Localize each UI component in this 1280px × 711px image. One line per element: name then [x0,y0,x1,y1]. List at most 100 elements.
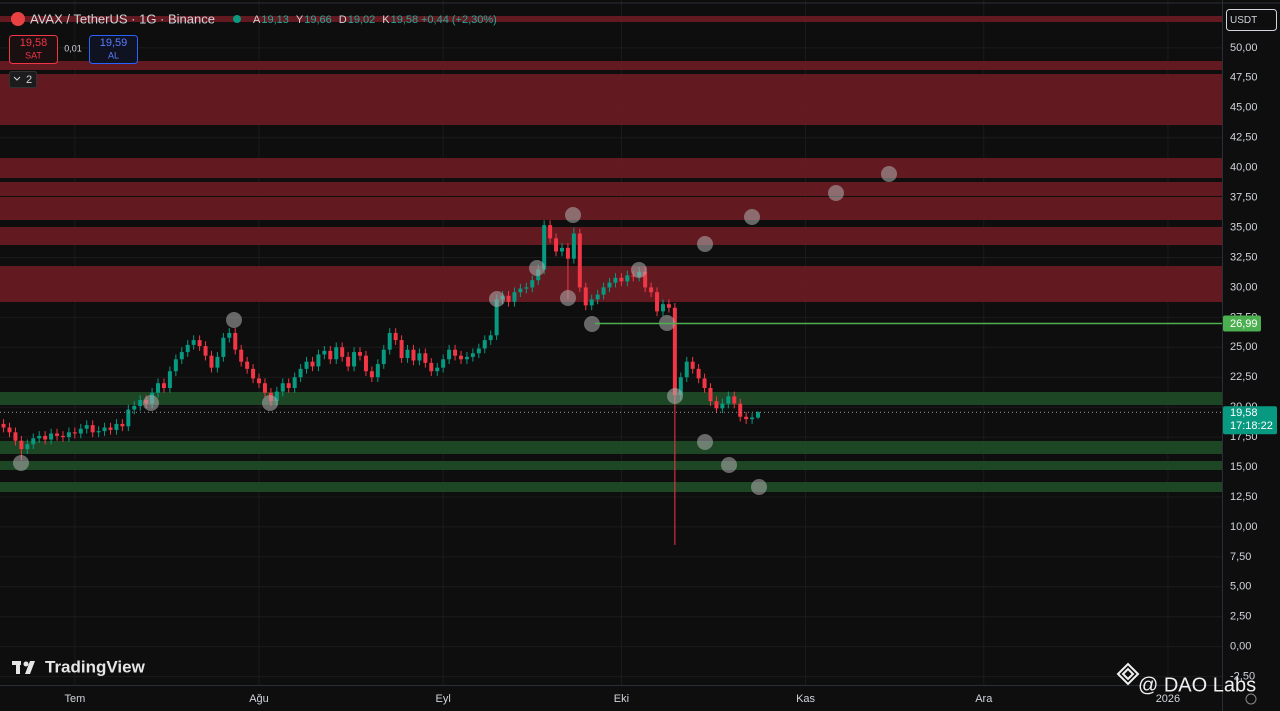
buy-label[interactable]: AL [108,50,119,60]
candle-body [49,433,54,440]
support-zone [0,392,1222,405]
indicators-count[interactable]: 2 [26,74,32,86]
candle-body [185,344,190,353]
support-zone [0,441,1222,454]
candle-body [643,271,648,288]
y-tick-label: 5,00 [1230,581,1251,593]
y-tick-label: -2,50 [1230,671,1255,683]
indicators-toggle[interactable] [9,71,37,88]
y-tick-label: 45,00 [1230,102,1258,114]
zones [0,16,1222,492]
pivot-marker [584,316,600,332]
candle-body [714,401,719,409]
ohlc-key: K [382,14,390,26]
pivot-marker [529,260,545,276]
y-tick-label: 32,50 [1230,251,1258,263]
countdown: 17:18:22 [1230,420,1273,432]
candle-body [607,282,612,288]
currency[interactable]: USDT [1230,15,1257,26]
candle-body [292,377,297,389]
candle-body [203,346,208,356]
candle-body [251,368,256,379]
pivot-marker [226,312,242,328]
overlay [0,322,1222,413]
candle-body [316,354,321,367]
x-tick-label: Tem [64,693,85,705]
settings-icon[interactable] [1245,693,1257,705]
change: +0,44 (+2,30%) [421,14,497,26]
resistance-zone [0,197,1222,220]
market-status [233,15,241,23]
pivot-marker [697,434,713,450]
candle-body [286,383,291,389]
candle-body [239,349,244,362]
y-tick-label: 7,50 [1230,551,1251,563]
candle-body [322,350,327,355]
candle-body [518,288,523,293]
pivot-marker [262,395,278,411]
candle-body [126,409,131,427]
y-tick-label: 30,00 [1230,281,1258,293]
candle-body [173,359,178,372]
candle-body [55,433,60,436]
pivot-markers [13,166,897,495]
candle-body [221,337,226,357]
spread: 0,01 [64,43,82,53]
candle-body [476,348,481,354]
ohlc-key: D [339,14,347,26]
sell-button[interactable] [9,35,58,64]
pivot-marker [828,185,844,201]
pivot-marker [565,207,581,223]
last-price-box [1223,406,1277,435]
candle-body [702,378,707,389]
candle-body [274,391,279,402]
y-tick-label: 2,50 [1230,611,1251,623]
candle-body [280,383,285,392]
sell-label[interactable]: SAT [25,50,42,60]
candle-body [583,287,588,306]
candle-body [506,295,511,302]
candle-body [31,438,36,445]
pivot-marker [13,455,29,471]
x-tick-label: Kas [796,693,815,705]
chevron-icon[interactable] [13,76,21,81]
candle-body [732,396,737,404]
candle-body [744,416,749,420]
candle-body [720,403,725,409]
x-tick-label: 2026 [1156,693,1180,705]
resistance-zone [0,61,1222,70]
pivot-marker [881,166,897,182]
candle-body [470,353,475,357]
candle-body [387,332,392,350]
sell-price[interactable]: 19,58 [20,37,48,49]
y-tick-label: 37,50 [1230,192,1258,204]
candle-body [530,280,535,288]
candle-body [245,361,250,369]
candle-body [595,294,600,300]
currency-button[interactable] [1226,9,1277,31]
candle-body [393,332,398,341]
pivot-marker [489,291,505,307]
candle-body [589,299,594,306]
support-zone [0,482,1222,492]
candle-body [108,427,113,430]
candle-body [411,349,416,361]
candle-body [738,403,743,417]
candle-body [381,349,386,365]
buy-price[interactable]: 19,59 [100,37,128,49]
candle-body [66,432,71,438]
pivot-marker [751,479,767,495]
logo-part [23,661,29,667]
candle-body [334,347,339,360]
resistance-zone [0,16,1222,22]
candle-body [60,435,65,438]
resistance-zone [0,227,1222,245]
ohlc-key: A [253,14,261,26]
candle-body [310,361,315,367]
pivot-marker [667,388,683,404]
y-tick-label: 12,50 [1230,491,1258,503]
buy-button[interactable] [89,35,138,64]
candle-body [660,304,665,312]
candle-body [435,367,440,372]
